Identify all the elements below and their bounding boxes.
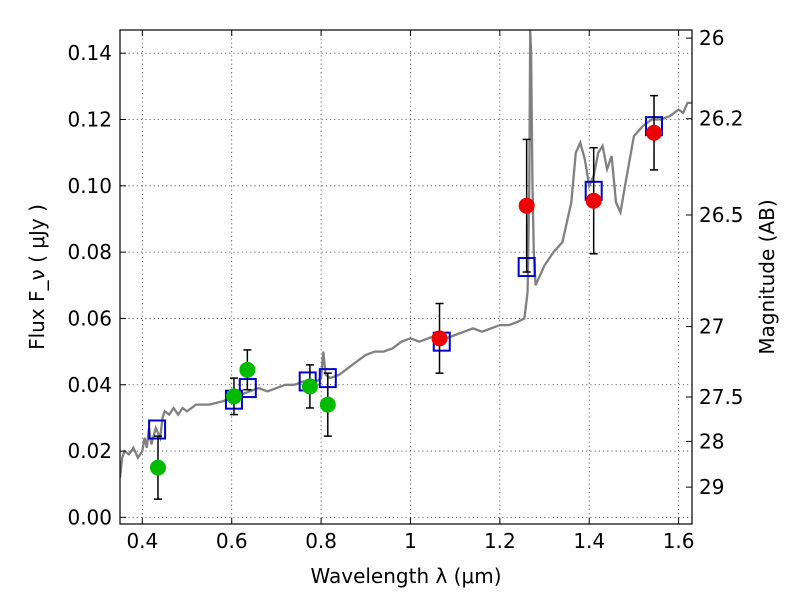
photometry-point [319,396,336,413]
x-tick-label: 0.6 [216,529,248,553]
y2-tick-label: 26.2 [699,107,744,131]
photometry-point [225,388,242,405]
plot-series [120,30,692,500]
axis-ticks: 0.4 0.6 0.8 1 1.2 1.4 1.6 0.00 0.02 0.04 0.06 0.08 0… [67,26,743,553]
y2-tick-label: 29 [699,475,724,499]
right-axis-label: Magnitude (AB) [755,199,779,354]
grid-lines [120,30,692,524]
x-axis-label: Wavelength λ (μm) [310,564,501,588]
y2-tick-label: 26.5 [699,203,744,227]
y2-tick-label: 28 [699,429,724,453]
y-axis-label: Flux F_ν ( μJy ) [25,204,49,350]
photometry-point [239,361,256,378]
y-tick-label: 0.14 [67,41,112,65]
model-square-point [148,419,167,440]
y-tick-label: 0.06 [67,306,112,330]
photometry-point [301,378,318,395]
photometry-point [431,330,448,347]
x-tick-label: 1 [404,529,417,553]
x-tick-label: 1.4 [573,529,605,553]
y-tick-label: 0.08 [67,240,112,264]
y-tick-label: 0.12 [67,108,112,132]
y2-tick-label: 27 [699,315,724,339]
y2-tick-label: 27.5 [699,385,744,409]
y2-tick-label: 26 [699,26,724,50]
x-tick-label: 0.8 [305,529,337,553]
y-tick-label: 0.00 [67,505,112,529]
y-tick-label: 0.02 [67,439,112,463]
plot-frame [119,29,693,525]
photometry-point [149,459,166,476]
photometry-point [585,192,602,209]
photometry-point [646,124,663,141]
y-tick-label: 0.04 [67,373,112,397]
x-tick-label: 1.6 [663,529,695,553]
y-tick-label: 0.10 [67,174,112,198]
x-tick-label: 1.2 [484,529,516,553]
photometry-point [518,197,535,214]
x-tick-label: 0.4 [126,529,158,553]
model-spectrum-line [120,30,692,478]
